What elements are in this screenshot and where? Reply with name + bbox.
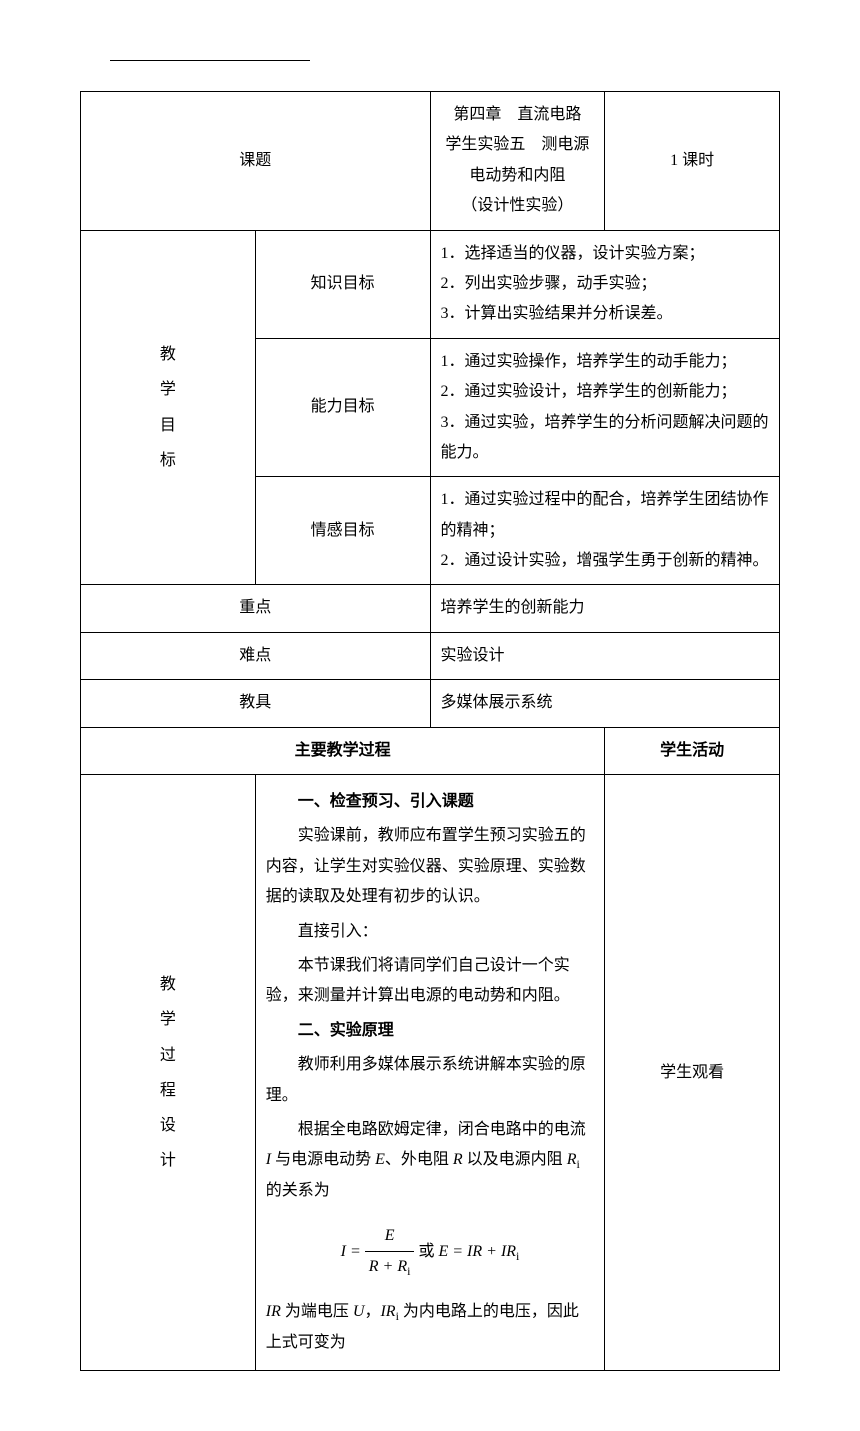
process-activity-label: 学生活动 <box>605 727 780 774</box>
process-header-row: 主要教学过程 学生活动 <box>81 727 780 774</box>
ability-label: 能力目标 <box>255 338 430 477</box>
knowledge-label: 知识目标 <box>255 230 430 338</box>
sym-IRi: IRi <box>380 1303 398 1320</box>
section2-p3: IR 为端电压 U，IRi 为内电路上的电压，因此上式可变为 <box>266 1297 595 1358</box>
ability-item-3: 3．通过实验，培养学生的分析问题解决问题的能力。 <box>441 408 770 469</box>
keypoint-label: 重点 <box>81 585 431 632</box>
section1-p1: 实验课前，教师应布置学生预习实验五的内容，让学生对实验仪器、实验原理、实验数据的… <box>266 821 595 912</box>
topic-content: 第四章 直流电路 学生实验五 测电源电动势和内阻 （设计性实验） <box>430 92 605 231</box>
process-main-content: 一、检查预习、引入课题 实验课前，教师应布置学生预习实验五的内容，让学生对实验仪… <box>255 775 605 1371</box>
section2-p2: 根据全电路欧姆定律，闭合电路中的电流 I 与电源电动势 E、外电阻 R 以及电源… <box>266 1115 595 1207</box>
ability-item-2: 2．通过实验设计，培养学生的创新能力； <box>441 377 770 407</box>
emotion-item-1: 1．通过实验过程中的配合，培养学生团结协作的精神； <box>441 485 770 546</box>
keypoint-row: 重点 培养学生的创新能力 <box>81 585 780 632</box>
knowledge-item-3: 3．计算出实验结果并分析误差。 <box>441 299 770 329</box>
section1-p3: 本节课我们将请同学们自己设计一个实验，来测量并计算出电源的电动势和内阻。 <box>266 951 595 1012</box>
s2p2-mid2: 、外电阻 <box>385 1151 453 1168</box>
ability-items: 1．通过实验操作，培养学生的动手能力； 2．通过实验设计，培养学生的创新能力； … <box>430 338 780 477</box>
process-content-row: 教学过程设计 一、检查预习、引入课题 实验课前，教师应布置学生预习实验五的内容，… <box>81 775 780 1371</box>
lesson-plan-table: 课题 第四章 直流电路 学生实验五 测电源电动势和内阻 （设计性实验） 1 课时… <box>80 91 780 1371</box>
process-main-label: 主要教学过程 <box>81 727 605 774</box>
activity-cell: 学生观看 <box>605 775 780 1371</box>
topic-label: 课题 <box>81 92 431 231</box>
sym-Ri: Ri <box>567 1151 580 1168</box>
top-underline <box>110 60 310 61</box>
s2p2-post: 的关系为 <box>266 1182 330 1199</box>
duration: 1 课时 <box>605 92 780 231</box>
s2p2-mid3: 以及电源内阻 <box>463 1151 567 1168</box>
objectives-group-label: 教学目标 <box>81 230 256 585</box>
emotion-items: 1．通过实验过程中的配合，培养学生团结协作的精神； 2．通过设计实验，增强学生勇… <box>430 477 780 585</box>
tools-text: 多媒体展示系统 <box>430 680 780 727</box>
topic-row: 课题 第四章 直流电路 学生实验五 测电源电动势和内阻 （设计性实验） 1 课时 <box>81 92 780 231</box>
difficulty-row: 难点 实验设计 <box>81 632 780 679</box>
section1-title: 一、检查预习、引入课题 <box>266 787 595 817</box>
sym-IR: IR <box>266 1303 281 1320</box>
difficulty-label: 难点 <box>81 632 431 679</box>
s2p2-mid1: 与电源电动势 <box>271 1151 375 1168</box>
sym-U: U <box>353 1303 365 1320</box>
emotion-label: 情感目标 <box>255 477 430 585</box>
knowledge-item-2: 2．列出实验步骤，动手实验； <box>441 269 770 299</box>
ability-item-1: 1．通过实验操作，培养学生的动手能力； <box>441 347 770 377</box>
formula: I = E R + Ri 或 E = IR + IRi <box>266 1211 595 1293</box>
section2-p1: 教师利用多媒体展示系统讲解本实验的原理。 <box>266 1050 595 1111</box>
s2p2-pre: 根据全电路欧姆定律，闭合电路中的电流 <box>298 1121 586 1138</box>
tools-label: 教具 <box>81 680 431 727</box>
section2-title: 二、实验原理 <box>266 1016 595 1046</box>
difficulty-text: 实验设计 <box>430 632 780 679</box>
s2p3-pre: 为端电压 <box>281 1303 353 1320</box>
tools-row: 教具 多媒体展示系统 <box>81 680 780 727</box>
process-group-label: 教学过程设计 <box>81 775 256 1371</box>
knowledge-items: 1．选择适当的仪器，设计实验方案； 2．列出实验步骤，动手实验； 3．计算出实验… <box>430 230 780 338</box>
section1-p2: 直接引入： <box>266 917 595 947</box>
topic-line2: （设计性实验） <box>441 191 595 221</box>
sym-E: E <box>375 1151 385 1168</box>
knowledge-row: 教学目标 知识目标 1．选择适当的仪器，设计实验方案； 2．列出实验步骤，动手实… <box>81 230 780 338</box>
s2p3-mid: ， <box>364 1303 380 1320</box>
emotion-item-2: 2．通过设计实验，增强学生勇于创新的精神。 <box>441 546 770 576</box>
topic-line1: 第四章 直流电路 学生实验五 测电源电动势和内阻 <box>441 100 595 191</box>
keypoint-text: 培养学生的创新能力 <box>430 585 780 632</box>
knowledge-item-1: 1．选择适当的仪器，设计实验方案； <box>441 239 770 269</box>
sym-R: R <box>453 1151 463 1168</box>
